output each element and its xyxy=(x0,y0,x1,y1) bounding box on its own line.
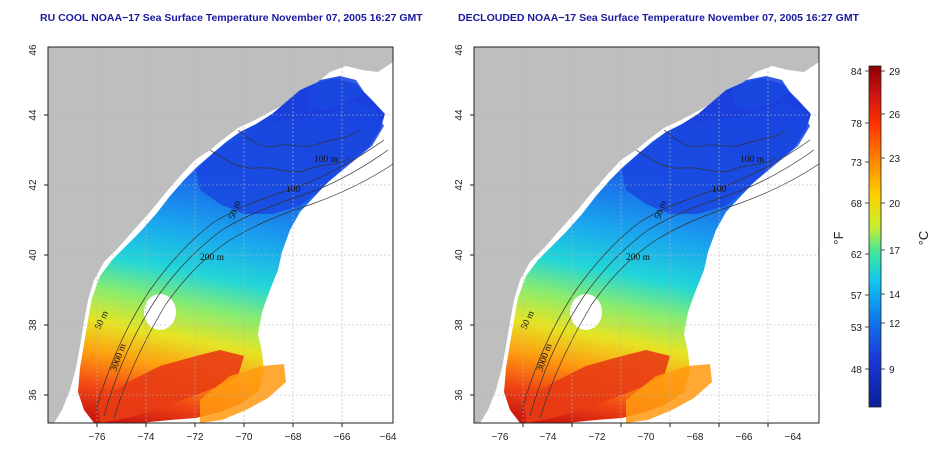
no-data-region xyxy=(710,228,819,423)
fahrenheit-label: 48 xyxy=(851,365,863,376)
y-tick-label: 36 xyxy=(28,389,39,401)
y-tick-label: 46 xyxy=(454,44,465,56)
left-map-title: RU COOL NOAA−17 Sea Surface Temperature … xyxy=(40,12,423,24)
x-tick-label: −74 xyxy=(540,432,557,443)
x-tick-label: −64 xyxy=(380,432,397,443)
gulf-stream-core xyxy=(98,350,244,423)
x-tick-label: −70 xyxy=(638,432,655,443)
cold-water-region xyxy=(196,102,384,214)
y-tick-label: 38 xyxy=(454,319,465,331)
celsius-label: 26 xyxy=(889,110,901,121)
fahrenheit-label: 57 xyxy=(851,291,863,302)
colorbar-ticks xyxy=(865,70,885,370)
contour-label: 100 xyxy=(712,185,727,195)
x-tick-label: −66 xyxy=(334,432,351,443)
y-tick-label: 42 xyxy=(454,179,465,191)
x-tick-label: −76 xyxy=(492,432,509,443)
celsius-label: 9 xyxy=(889,365,895,376)
y-tick-label: 40 xyxy=(28,249,39,261)
celsius-label: 14 xyxy=(889,290,901,301)
cold-water-north xyxy=(306,76,364,110)
left-sst-map: 100 m 100 200 m 50 m 50 m 3000 m −76 −74… xyxy=(28,44,397,443)
x-tick-label: −68 xyxy=(687,432,704,443)
fahrenheit-label: 84 xyxy=(851,67,863,78)
fahrenheit-label: 53 xyxy=(851,323,863,334)
no-data-eddy xyxy=(144,294,176,330)
celsius-label: 17 xyxy=(889,246,901,257)
contour-label: 100 xyxy=(286,185,301,195)
cold-water-region xyxy=(622,102,810,214)
warm-orange-patch xyxy=(200,364,286,423)
contour-label: 200 m xyxy=(626,253,651,263)
y-tick-label: 38 xyxy=(28,319,39,331)
y-tick-label: 44 xyxy=(28,109,39,121)
fahrenheit-label: 68 xyxy=(851,199,863,210)
celsius-label: 29 xyxy=(889,67,901,78)
fahrenheit-label: 73 xyxy=(851,158,863,169)
celsius-label: 12 xyxy=(889,319,901,330)
tick-marks xyxy=(470,114,769,427)
celsius-label: 20 xyxy=(889,199,901,210)
contour-label: 100 m xyxy=(314,155,339,165)
y-tick-label: 46 xyxy=(28,44,39,56)
fahrenheit-unit-label: °F xyxy=(831,231,846,244)
temperature-colorbar: 84 78 73 68 62 57 53 48 29 26 23 20 17 1… xyxy=(831,65,931,408)
graticule xyxy=(474,47,819,423)
contour-label: 100 m xyxy=(740,155,765,165)
celsius-label: 23 xyxy=(889,154,901,165)
x-tick-label: −72 xyxy=(589,432,606,443)
x-tick-label: −72 xyxy=(187,432,204,443)
x-tick-label: −64 xyxy=(785,432,802,443)
fahrenheit-label: 78 xyxy=(851,119,863,130)
x-tick-label: −74 xyxy=(138,432,155,443)
fahrenheit-label: 62 xyxy=(851,250,863,261)
y-tick-label: 40 xyxy=(454,249,465,261)
right-map-title: DECLOUDED NOAA−17 Sea Surface Temperatur… xyxy=(458,12,859,24)
map-frame xyxy=(473,46,820,424)
land-area xyxy=(474,47,819,423)
gulf-stream-core xyxy=(524,350,670,423)
x-tick-label: −76 xyxy=(89,432,106,443)
contour-label: 200 m xyxy=(200,253,225,263)
no-data-eddy xyxy=(570,294,602,330)
y-tick-label: 44 xyxy=(454,109,465,121)
map-frame xyxy=(47,46,394,424)
x-tick-label: −66 xyxy=(736,432,753,443)
x-tick-label: −68 xyxy=(285,432,302,443)
right-sst-map: 100 m 100 200 m 50 m 50 m 3000 m −76 −74… xyxy=(454,44,820,443)
graticule xyxy=(48,47,393,423)
cold-water-north xyxy=(732,76,790,110)
celsius-unit-label: °C xyxy=(916,231,931,246)
y-tick-label: 36 xyxy=(454,389,465,401)
no-data-region xyxy=(284,228,393,423)
x-tick-label: −70 xyxy=(236,432,253,443)
land-area xyxy=(48,47,393,423)
y-tick-label: 42 xyxy=(28,179,39,191)
tick-marks xyxy=(44,114,343,427)
colorbar-scale xyxy=(868,65,882,408)
warm-orange-patch xyxy=(626,364,712,423)
